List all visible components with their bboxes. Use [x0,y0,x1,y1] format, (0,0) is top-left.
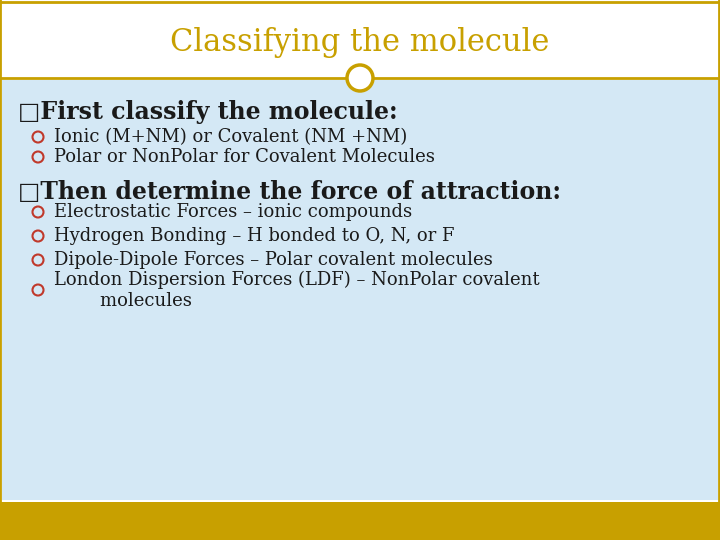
Text: □Then determine the force of attraction:: □Then determine the force of attraction: [18,180,561,204]
Text: Hydrogen Bonding – H bonded to O, N, or F: Hydrogen Bonding – H bonded to O, N, or … [54,227,454,245]
Circle shape [347,65,373,91]
FancyBboxPatch shape [0,0,720,78]
Text: □First classify the molecule:: □First classify the molecule: [18,100,397,124]
Text: Ionic (M+NM) or Covalent (NM +NM): Ionic (M+NM) or Covalent (NM +NM) [54,128,408,146]
Text: Classifying the molecule: Classifying the molecule [171,26,549,57]
Text: Polar or NonPolar for Covalent Molecules: Polar or NonPolar for Covalent Molecules [54,148,435,166]
FancyBboxPatch shape [0,502,720,540]
Text: London Dispersion Forces (LDF) – NonPolar covalent
        molecules: London Dispersion Forces (LDF) – NonPola… [54,271,539,309]
FancyBboxPatch shape [2,80,718,500]
Text: Electrostatic Forces – ionic compounds: Electrostatic Forces – ionic compounds [54,203,412,221]
Text: Dipole-Dipole Forces – Polar covalent molecules: Dipole-Dipole Forces – Polar covalent mo… [54,251,492,269]
